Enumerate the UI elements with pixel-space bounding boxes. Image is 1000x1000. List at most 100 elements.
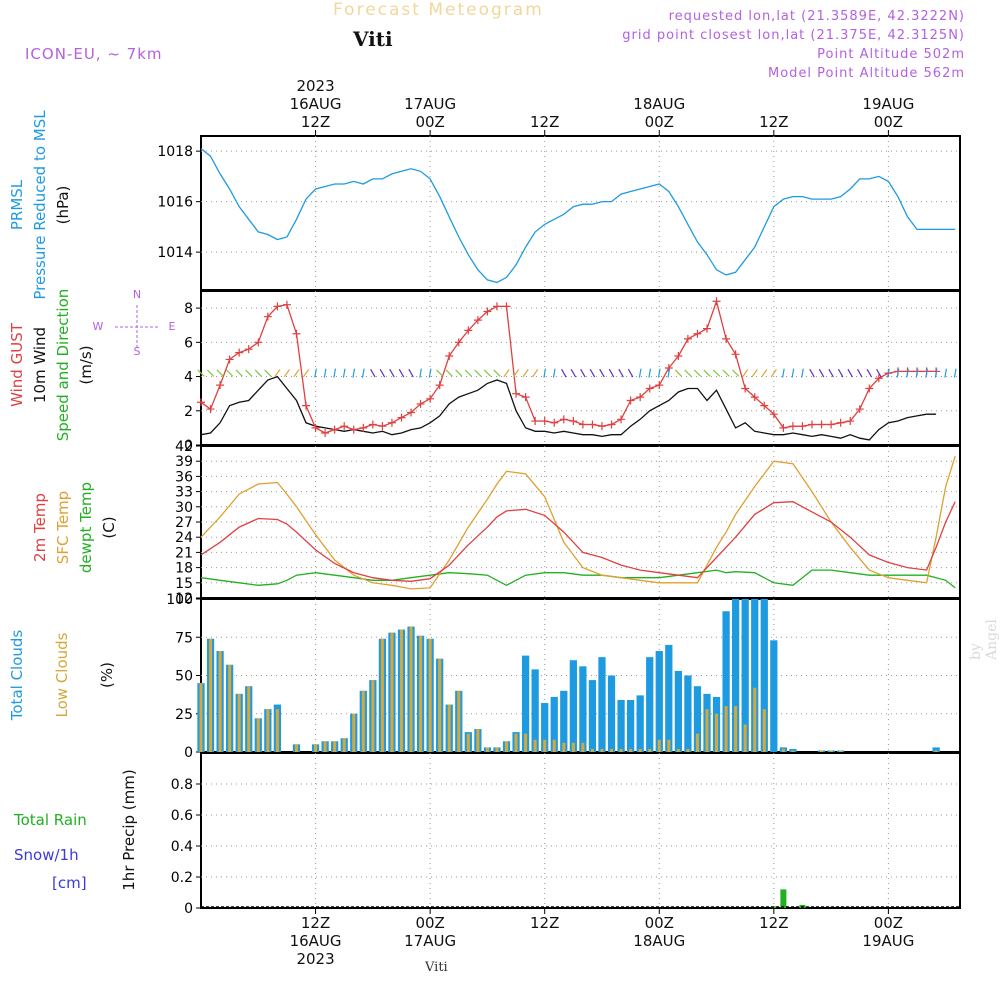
wind-marker (197, 398, 205, 407)
bottom-time-label: 12Z (530, 914, 559, 932)
low-cloud-bar (514, 733, 518, 752)
wind-marker (416, 399, 425, 408)
precip-ytick-label: 0.8 (171, 777, 193, 793)
low-cloud-bar (342, 738, 346, 752)
compass-east: E (169, 320, 176, 333)
low-cloud-bar (762, 709, 766, 752)
wind-direction-arrow (552, 368, 556, 378)
wind-label: (m/s) (77, 345, 95, 384)
low-cloud-bar (629, 748, 633, 752)
total-cloud-bar (674, 670, 682, 752)
low-cloud-bar (533, 739, 537, 752)
low-cloud-bar (686, 748, 690, 752)
low-cloud-bar (419, 635, 423, 752)
temp-ytick-label: 18 (175, 561, 193, 577)
low-cloud-bar (209, 638, 213, 752)
wind-direction-arrow (906, 368, 909, 378)
top-time-label: 12Z (759, 113, 788, 131)
wind-marker (722, 334, 731, 343)
wind-direction-arrow (206, 369, 215, 377)
total-cloud-bar (636, 695, 644, 752)
low-cloud-bar (562, 742, 566, 752)
wind-direction-arrow (712, 369, 721, 377)
top-time-label: 12Z (530, 113, 559, 131)
low-cloud-bar (323, 741, 327, 752)
wind-direction-arrow (856, 368, 863, 378)
temp-ytick-label: 42 (175, 439, 193, 455)
low-cloud-bar (409, 626, 413, 752)
wind-marker (550, 418, 559, 427)
low-cloud-bar (199, 683, 203, 752)
wind-direction-arrow (302, 369, 310, 378)
low-cloud-bar (743, 724, 747, 752)
wind-marker (569, 417, 578, 426)
low-cloud-bar (590, 748, 594, 752)
wind-marker (779, 423, 788, 432)
wind-marker (578, 420, 587, 429)
precip-panel-frame (200, 752, 961, 909)
clouds-ytick-label: 25 (175, 707, 193, 723)
snow-label: Snow/1h (14, 846, 79, 864)
total-rain-label: Total Rain (13, 811, 87, 829)
wind-direction-arrow (522, 369, 529, 378)
pressure-label: (hPa) (54, 186, 72, 225)
low-cloud-bar (457, 690, 461, 752)
wind-ytick-label: 0 (184, 438, 193, 454)
wind-direction-arrow (254, 369, 262, 377)
low-cloud-bar (724, 706, 728, 752)
wind-series-gust (200, 299, 937, 434)
wind-ytick-label: 8 (184, 301, 193, 317)
wind-direction-arrow (887, 368, 890, 378)
wind-direction-arrow (436, 369, 444, 377)
low-cloud-bar (695, 733, 699, 752)
low-cloud-bar (571, 742, 575, 752)
wind-marker (712, 297, 721, 306)
temp-label: (C) (100, 516, 118, 538)
wind-ytick-label: 4 (184, 370, 193, 386)
wind-direction-arrow (455, 369, 463, 377)
low-cloud-bar (552, 739, 556, 752)
bottom-time-label: 12Z (759, 914, 788, 932)
wind-direction-arrow (370, 368, 376, 378)
wind-marker (206, 405, 215, 414)
bottom-time-label: 2023 (296, 950, 334, 968)
wind-direction-arrow (464, 369, 472, 377)
total-cloud-bar (684, 675, 692, 752)
wind-marker (817, 420, 826, 429)
wind-marker (445, 352, 454, 361)
wind-marker (788, 422, 797, 431)
wind-marker (216, 381, 225, 390)
low-cloud-bar (495, 747, 499, 752)
wind-marker (330, 425, 339, 434)
bottom-time-label: 18AUG (633, 932, 685, 950)
total-cloud-bar (932, 747, 940, 752)
temp-label: SFC Temp (54, 491, 72, 564)
wind-direction-arrow (896, 368, 900, 378)
wind-marker (426, 394, 435, 403)
top-time-label: 00Z (415, 113, 444, 131)
low-cloud-bar (667, 739, 671, 752)
pressure-label: Pressure Reduced to MSL (31, 110, 49, 300)
low-cloud-bar (294, 744, 298, 752)
clouds-ytick-label: 100 (166, 592, 193, 608)
wind-direction-arrow (693, 369, 702, 377)
total-cloud-bar (732, 599, 740, 752)
low-cloud-bar (715, 713, 719, 752)
low-cloud-bar (657, 739, 661, 752)
precip-ytick-label: 0.6 (171, 808, 193, 824)
wind-direction-arrow (408, 368, 414, 378)
temp-series-t2m (200, 501, 956, 582)
wind-marker (302, 401, 311, 410)
compass-north: N (133, 288, 141, 301)
total-cloud-bar (588, 680, 597, 752)
wind-marker (874, 374, 883, 383)
low-cloud-bar (399, 629, 404, 752)
wind-direction-arrow (627, 368, 634, 378)
compass-west: W (93, 320, 104, 333)
wind-marker (407, 408, 416, 417)
temp-ytick-label: 33 (175, 485, 193, 501)
bottom-time-label: 12Z (301, 914, 330, 932)
wind-marker (387, 418, 396, 427)
